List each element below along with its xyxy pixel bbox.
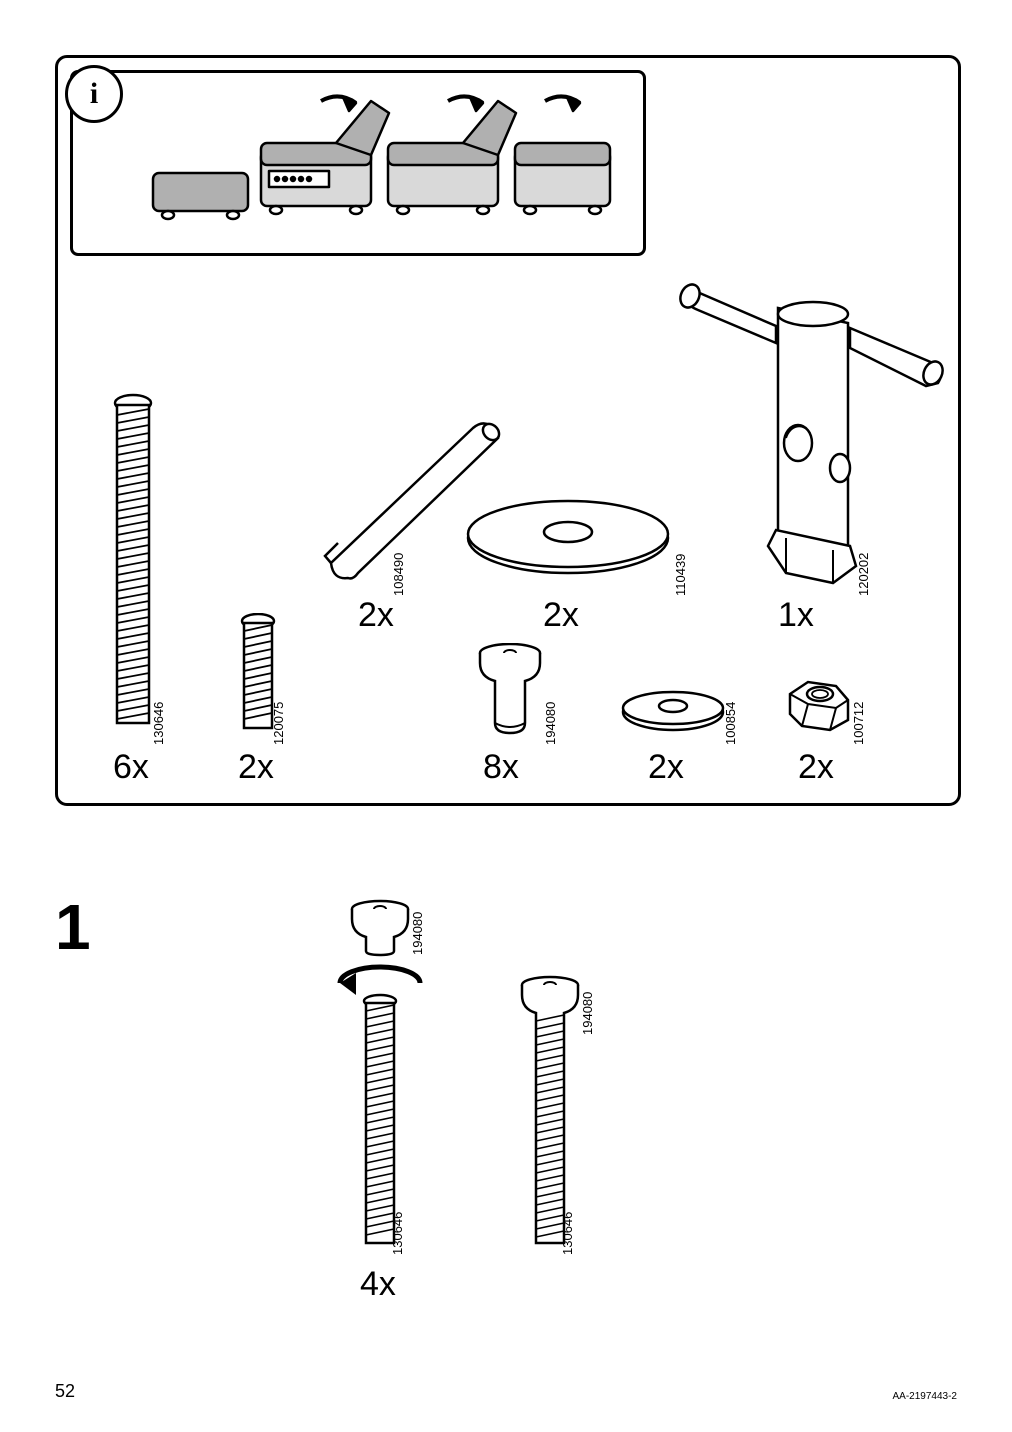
part-num-130646: 130646 [151,702,166,745]
page-root: i [0,0,1012,1432]
step1-bolt-right-num: 130646 [560,1212,575,1255]
part-num-120202: 120202 [856,553,871,596]
step1-cap-left-num: 194080 [410,912,425,955]
qty-2x-hex: 2x [358,596,394,635]
part-num-194080: 194080 [543,702,558,745]
doc-code: AA-2197443-2 [893,1391,958,1402]
bolt-long-icon [103,393,163,733]
qty-1x: 1x [778,596,814,635]
hardware-panel: i [55,55,961,806]
qty-6x: 6x [113,748,149,787]
step1-bolt-left-num: 130646 [390,1212,405,1255]
part-num-108490: 108490 [391,553,406,596]
step1-cap-right-num: 194080 [580,992,595,1035]
part-num-100854: 100854 [723,702,738,745]
step-number: 1 [55,890,91,964]
info-icon: i [65,65,123,123]
qty-2x-bolt: 2x [238,748,274,787]
info-glyph: i [90,77,98,111]
cap-screw-icon [473,643,548,735]
qty-2x-sw: 2x [648,748,684,787]
tube-wrench-icon [668,268,948,588]
qty-2x-nut: 2x [798,748,834,787]
step1-diagram [290,895,630,1275]
hex-nut-icon [778,676,858,734]
qty-2x-washer: 2x [543,596,579,635]
washer-small-icon [618,688,728,733]
sofa-diagram [143,83,623,243]
step1-qty: 4x [360,1265,396,1304]
page-number: 52 [55,1381,75,1402]
part-num-120075: 120075 [271,702,286,745]
qty-8x: 8x [483,748,519,787]
part-num-100712: 100712 [851,702,866,745]
info-box: i [70,70,646,256]
washer-big-icon [463,498,673,578]
